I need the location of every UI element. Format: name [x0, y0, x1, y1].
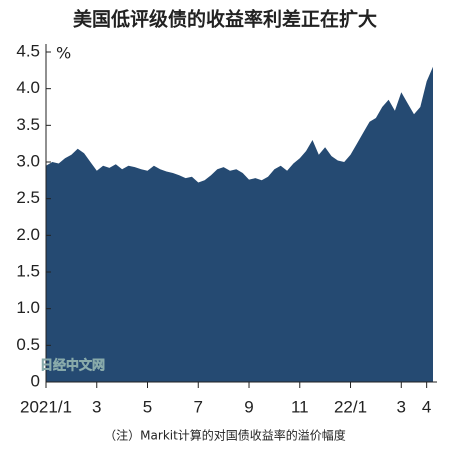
x-tick-label: 3	[92, 397, 101, 416]
unit-label: %	[56, 44, 71, 63]
y-tick-label: 2.5	[16, 188, 40, 207]
x-tick-label: 5	[143, 397, 152, 416]
x-tick-label: 7	[194, 397, 203, 416]
watermark: 日经中文网	[40, 358, 105, 374]
y-tick-label: 1.0	[16, 298, 40, 317]
x-tick-label: 3	[397, 397, 406, 416]
x-tick-label: 11	[291, 397, 309, 416]
x-tick-label: 2021/1	[20, 397, 72, 416]
y-tick-label: 4.0	[16, 78, 40, 97]
y-tick-label: 3.5	[16, 115, 40, 134]
area	[46, 66, 433, 382]
x-tick-label: 9	[244, 397, 253, 416]
x-tick-label: 22/1	[334, 397, 367, 416]
y-tick-label: 2.0	[16, 225, 40, 244]
note: （注）Markit计算的对国债收益率的溢价幅度	[104, 428, 346, 443]
chart-title: 美国低评级债的收益率利差正在扩大	[73, 8, 377, 31]
y-tick-label: 4.5	[16, 41, 40, 60]
y-tick-label: 0	[31, 371, 40, 390]
x-tick-label: 4	[422, 397, 431, 416]
y-tick-label: 3.0	[16, 151, 40, 170]
y-tick-label: 0.5	[16, 335, 40, 354]
y-tick-label: 1.5	[16, 261, 40, 280]
